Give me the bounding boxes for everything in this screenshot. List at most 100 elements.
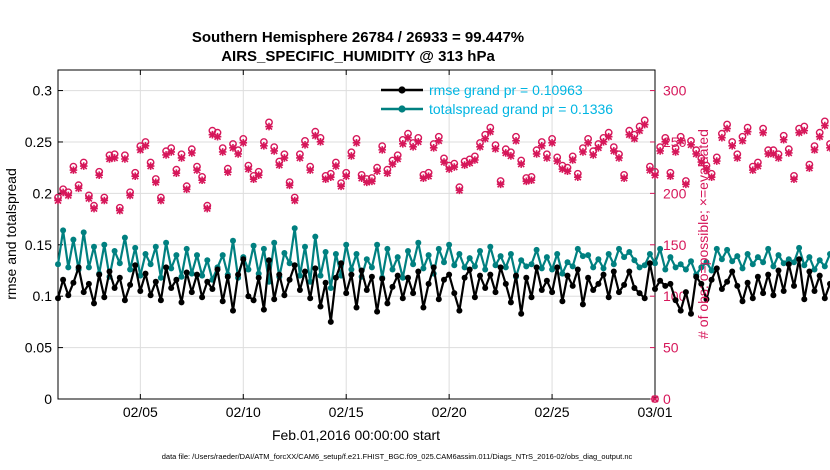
- obs-evaluated-point: [131, 172, 139, 181]
- obs-evaluated-point: [604, 132, 613, 141]
- obs-evaluated-point: [610, 147, 618, 155]
- totalspread-point: [487, 243, 494, 250]
- totalspread-line: [56, 227, 830, 290]
- obs-evaluated-point: [527, 176, 536, 185]
- totalspread-point: [420, 265, 427, 272]
- totalspread-point: [564, 259, 571, 266]
- x-axis-label: Feb.01,2016 00:00:00 start: [272, 427, 440, 443]
- rmse-point: [796, 256, 803, 263]
- obs-evaluated-point: [362, 178, 371, 187]
- rmse-point: [410, 290, 417, 297]
- rmse-point: [415, 268, 422, 275]
- obs-evaluated-point: [651, 171, 659, 179]
- obs-evaluated-point: [337, 182, 345, 191]
- rmse-point: [224, 273, 231, 280]
- obs-evaluated-point: [790, 175, 798, 184]
- obs-evaluated-point: [224, 168, 232, 176]
- rmse-point: [770, 292, 777, 299]
- totalspread-point: [456, 251, 463, 257]
- rmse-point: [641, 295, 648, 302]
- obs-evaluated-point: [805, 164, 814, 172]
- rmse-point: [55, 295, 61, 302]
- totalspread-point: [168, 265, 175, 272]
- left-y-tick-label: 0.05: [25, 340, 52, 356]
- totalspread-point: [327, 285, 334, 291]
- totalspread-point: [471, 263, 478, 270]
- obs-evaluated-point: [481, 134, 489, 143]
- obs-evaluated-point: [707, 173, 716, 182]
- rmse-point: [276, 271, 283, 278]
- rmse-point: [626, 268, 633, 275]
- totalspread-point: [569, 263, 576, 270]
- totalspread-point: [405, 248, 411, 254]
- totalspread-point: [219, 252, 226, 259]
- rmse-point: [595, 280, 602, 287]
- left-y-tick-label: 0.3: [33, 83, 53, 99]
- obs-evaluated-point: [332, 162, 340, 170]
- obs-evaluated-point: [728, 142, 736, 150]
- rmse-point: [405, 274, 411, 281]
- obs-evaluated-point: [275, 161, 284, 169]
- totalspread-point: [188, 270, 195, 277]
- left-y-tick-label: 0.1: [33, 288, 53, 304]
- obs-evaluated-point: [208, 130, 217, 139]
- obs-evaluated-point: [815, 132, 824, 141]
- rmse-point: [492, 289, 499, 296]
- totalspread-point: [322, 249, 329, 255]
- rmse-point: [497, 264, 504, 271]
- totalspread-point: [760, 259, 767, 266]
- obs-evaluated-point: [136, 146, 145, 154]
- rmse-point: [585, 274, 592, 281]
- obs-evaluated-point: [553, 157, 562, 165]
- x-tick-label: 02/10: [226, 404, 261, 420]
- data-file-footer: data file: /Users/raeder/DAI/ATM_forcXX/…: [162, 452, 633, 461]
- obs-evaluated-point: [826, 144, 830, 152]
- obs-evaluated-point: [270, 147, 278, 155]
- obs-evaluated-point: [342, 172, 351, 181]
- rmse-point: [801, 296, 808, 303]
- totalspread-point: [652, 260, 658, 267]
- legend-spread-marker: [398, 105, 406, 113]
- left-y-tick-label: 0.25: [25, 134, 52, 150]
- rmse-point: [688, 310, 694, 317]
- rmse-point: [255, 274, 262, 281]
- obs-evaluated-point: [517, 160, 525, 168]
- totalspread-point: [724, 246, 731, 253]
- obs-evaluated-point: [522, 177, 531, 186]
- obs-evaluated-point: [414, 137, 423, 146]
- rmse-point: [322, 279, 329, 286]
- rmse-point: [363, 287, 370, 293]
- left-y-tick-label: 0.15: [25, 237, 52, 253]
- x-tick-label: 02/25: [535, 404, 570, 420]
- rmse-point: [291, 262, 298, 269]
- obs-evaluated-point: [90, 204, 98, 213]
- rmse-point: [682, 289, 689, 296]
- chart-subtitle: AIRS_SPECIFIC_HUMIDITY @ 313 hPa: [221, 48, 495, 65]
- rmse-point: [379, 275, 386, 282]
- obs-evaluated-point: [105, 155, 114, 163]
- totalspread-point: [595, 256, 602, 263]
- obs-evaluated-point: [656, 147, 664, 155]
- totalspread-point: [121, 234, 128, 241]
- obs-evaluated-point: [810, 146, 819, 154]
- totalspread-point: [389, 266, 396, 273]
- obs-evaluated-point: [702, 165, 711, 173]
- totalspread-point: [446, 241, 453, 248]
- obs-evaluated-point: [301, 141, 309, 149]
- totalspread-point: [127, 266, 134, 273]
- rmse-point: [178, 299, 185, 306]
- obs-evaluated-point: [676, 136, 685, 145]
- obs-evaluated-point: [182, 185, 191, 194]
- totalspread-point: [538, 265, 545, 272]
- obs-evaluated-point: [754, 162, 762, 170]
- totalspread-point: [142, 251, 149, 257]
- obs-evaluated-point: [537, 142, 546, 150]
- rmse-point: [101, 294, 108, 301]
- totalspread-point: [466, 255, 473, 262]
- totalspread-point: [194, 252, 200, 259]
- plot-frame: [57, 69, 656, 400]
- obs-evaluated-point: [440, 158, 448, 166]
- rmse-point: [296, 287, 303, 293]
- rmse-point: [430, 264, 437, 271]
- obs-evaluated-point-end: [651, 395, 659, 403]
